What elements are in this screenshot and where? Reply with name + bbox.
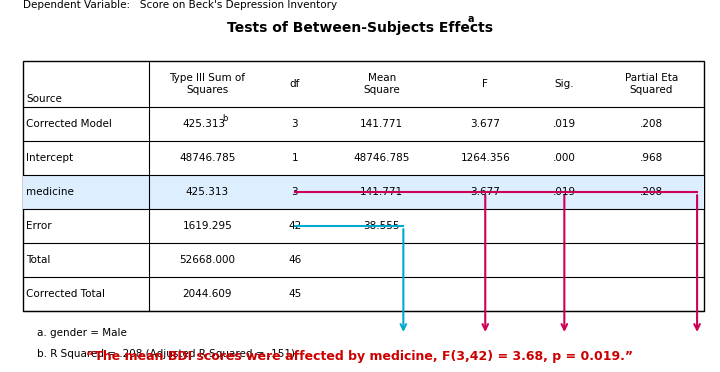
- Text: Type III Sum of
Squares: Type III Sum of Squares: [169, 73, 246, 94]
- Text: 141.771: 141.771: [360, 119, 403, 129]
- Text: .019: .019: [553, 119, 576, 129]
- Text: 3: 3: [292, 119, 298, 129]
- Text: Error: Error: [27, 221, 52, 231]
- Text: 1: 1: [292, 153, 298, 163]
- Text: Corrected Total: Corrected Total: [27, 289, 106, 299]
- Text: .000: .000: [553, 153, 576, 163]
- Text: Source: Source: [27, 93, 63, 103]
- Text: 1619.295: 1619.295: [183, 221, 233, 231]
- Text: 3.677: 3.677: [470, 119, 500, 129]
- Bar: [23, 175, 704, 209]
- Text: Intercept: Intercept: [27, 153, 73, 163]
- Text: b: b: [222, 114, 228, 123]
- Text: 45: 45: [288, 289, 301, 299]
- Text: medicine: medicine: [27, 187, 74, 197]
- Text: a. gender = Male: a. gender = Male: [37, 328, 127, 338]
- Text: 3.677: 3.677: [470, 187, 500, 197]
- Text: 48746.785: 48746.785: [179, 153, 235, 163]
- Text: Corrected Model: Corrected Model: [27, 119, 112, 129]
- Text: .208: .208: [640, 119, 663, 129]
- Text: “The mean BDI scores were affected by medicine, F(3,42) = 3.68, p = 0.019.”: “The mean BDI scores were affected by me…: [86, 350, 634, 363]
- Text: 38.555: 38.555: [364, 221, 400, 231]
- Text: 46: 46: [288, 255, 301, 265]
- Bar: [23, 61, 704, 311]
- Text: Mean
Square: Mean Square: [364, 73, 400, 94]
- Text: .019: .019: [553, 187, 576, 197]
- Text: 141.771: 141.771: [360, 187, 403, 197]
- Text: 48746.785: 48746.785: [354, 153, 410, 163]
- Text: a: a: [468, 14, 474, 24]
- Text: Tests of Between-Subjects Effects: Tests of Between-Subjects Effects: [227, 21, 493, 35]
- Text: 3: 3: [292, 187, 298, 197]
- Text: 2044.609: 2044.609: [183, 289, 232, 299]
- Text: df: df: [289, 79, 300, 89]
- Text: Partial Eta
Squared: Partial Eta Squared: [625, 73, 678, 94]
- Text: .968: .968: [640, 153, 663, 163]
- Text: .208: .208: [640, 187, 663, 197]
- Text: 52668.000: 52668.000: [179, 255, 235, 265]
- Text: 42: 42: [288, 221, 301, 231]
- Text: 425.313: 425.313: [182, 119, 225, 129]
- Text: 425.313: 425.313: [186, 187, 229, 197]
- Text: F: F: [482, 79, 488, 89]
- Text: Sig.: Sig.: [554, 79, 574, 89]
- Text: 1264.356: 1264.356: [460, 153, 510, 163]
- Text: Dependent Variable:   Score on Beck's Depression Inventory: Dependent Variable: Score on Beck's Depr…: [23, 0, 337, 10]
- Text: b. R Squared = .208 (Adjusted R Squared = .151): b. R Squared = .208 (Adjusted R Squared …: [37, 349, 295, 359]
- Text: Total: Total: [27, 255, 51, 265]
